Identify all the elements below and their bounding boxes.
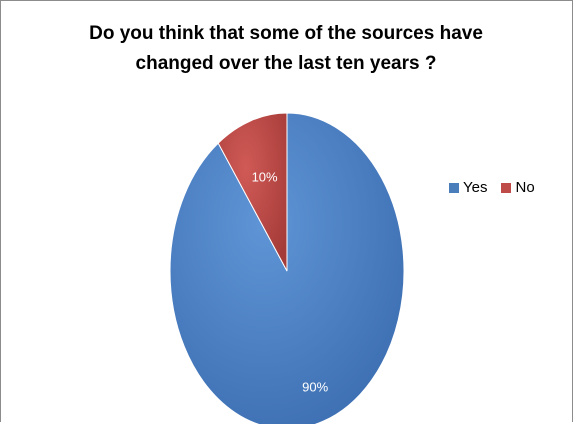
legend-swatch-yes [449, 182, 459, 193]
legend-label-no: No [515, 179, 535, 196]
slice-label-no: 10% [252, 169, 278, 184]
legend: Yes No [449, 179, 535, 196]
pie-slice-no [217, 112, 288, 272]
legend-item-no: No [501, 179, 535, 196]
legend-item-yes: Yes [449, 179, 487, 196]
chart-title: Do you think that some of the sources ha… [89, 23, 483, 74]
legend-label-yes: Yes [463, 179, 488, 196]
legend-swatch-no [501, 182, 512, 193]
slice-label-yes: 90% [302, 380, 328, 395]
